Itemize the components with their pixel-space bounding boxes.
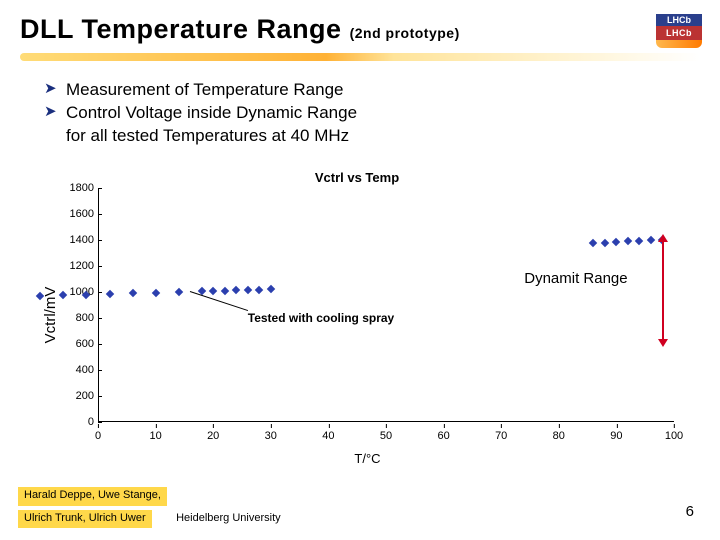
footer: Harald Deppe, Uwe Stange, Ulrich Trunk, …: [18, 485, 281, 530]
x-tick: 30: [265, 430, 277, 442]
logo-mid: LHCb: [656, 26, 702, 40]
x-axis: [98, 421, 674, 422]
chart-container: Vctrl vs Temp Vctrl/mV 02004006008001000…: [26, 170, 688, 460]
y-tick: 200: [54, 390, 94, 402]
x-tick: 90: [610, 430, 622, 442]
plot-area: 0200400600800100012001400160018000102030…: [98, 188, 674, 422]
author-line-2: Ulrich Trunk, Ulrich Uwer: [18, 510, 152, 528]
x-axis-label: T/°C: [354, 451, 380, 466]
bullet-2-cont: for all tested Temperatures at 40 MHz: [44, 125, 680, 148]
data-point: [232, 286, 240, 294]
data-point: [589, 239, 597, 247]
data-point: [209, 287, 217, 295]
title-main: DLL Temperature Range: [20, 14, 342, 44]
data-point: [624, 237, 632, 245]
range-arrow-up: [658, 234, 668, 242]
x-tick: 40: [322, 430, 334, 442]
y-tick: 0: [54, 416, 94, 428]
data-point: [612, 238, 620, 246]
data-point: [105, 290, 113, 298]
spray-annotation: Tested with cooling spray: [248, 311, 394, 325]
x-tick: 70: [495, 430, 507, 442]
y-tick: 400: [54, 364, 94, 376]
x-tick: 0: [95, 430, 101, 442]
spray-pointer: [190, 291, 248, 311]
y-tick: 800: [54, 312, 94, 324]
chart-title: Vctrl vs Temp: [26, 170, 688, 185]
title-sub: (2nd prototype): [350, 25, 460, 41]
data-point: [601, 238, 609, 246]
data-point: [635, 236, 643, 244]
title-underline: [20, 53, 700, 61]
x-tick: 10: [149, 430, 161, 442]
dynamic-range-bar: [662, 240, 664, 341]
lhcb-logo: LHCb LHCb: [656, 14, 702, 48]
y-tick: 1800: [54, 182, 94, 194]
y-tick: 600: [54, 338, 94, 350]
affiliation: Heidelberg University: [176, 512, 281, 524]
x-tick: 20: [207, 430, 219, 442]
data-point: [244, 286, 252, 294]
author-line-1: Harald Deppe, Uwe Stange,: [18, 487, 167, 505]
x-tick: 80: [553, 430, 565, 442]
y-tick: 1600: [54, 208, 94, 220]
dynamic-range-label: Dynamit Range: [524, 270, 627, 287]
bullet-list: Measurement of Temperature Range Control…: [0, 61, 720, 148]
range-arrow-down: [658, 339, 668, 347]
data-point: [151, 288, 159, 296]
y-axis: [98, 188, 99, 422]
data-point: [267, 285, 275, 293]
y-tick: 1200: [54, 260, 94, 272]
x-tick: 60: [437, 430, 449, 442]
y-tick: 1400: [54, 234, 94, 246]
page-number: 6: [686, 503, 694, 520]
bullet-2: Control Voltage inside Dynamic Range: [44, 102, 680, 125]
data-point: [174, 288, 182, 296]
bullet-1: Measurement of Temperature Range: [44, 79, 680, 102]
x-tick: 100: [665, 430, 683, 442]
data-point: [647, 236, 655, 244]
logo-swash: [656, 40, 702, 48]
data-point: [255, 285, 263, 293]
x-tick: 50: [380, 430, 392, 442]
data-point: [128, 289, 136, 297]
page-title: DLL Temperature Range (2nd prototype): [20, 14, 460, 44]
logo-top: LHCb: [656, 14, 702, 26]
data-point: [220, 286, 228, 294]
